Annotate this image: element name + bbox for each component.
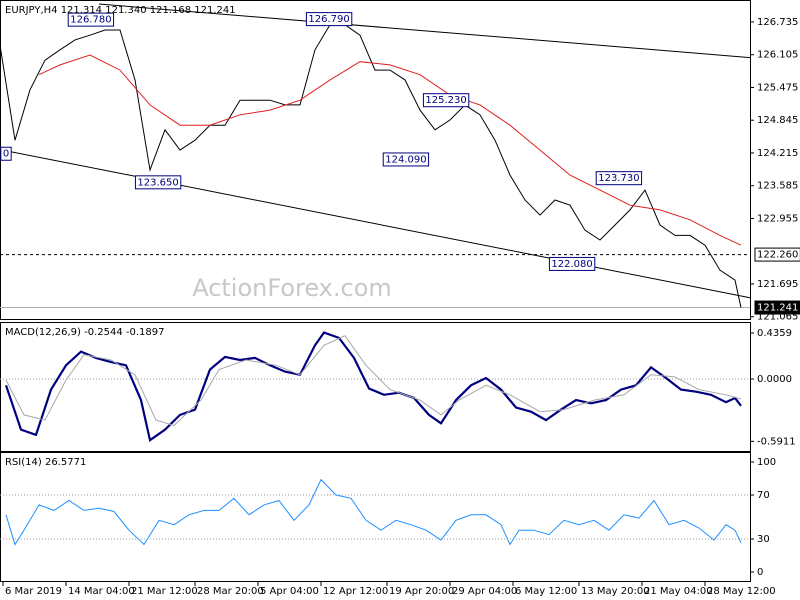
pane-title: EURJPY,H4 121.314 121.340 121.168 121.24… (5, 5, 236, 16)
pane-title: MACD(12,26,9) -0.2544 -0.1897 (5, 327, 165, 338)
y-tick-label: 0 (757, 567, 763, 578)
x-tick-label: 28 Mar 20:00 (197, 586, 264, 597)
trend-line (98, 3, 751, 59)
series-line (0, 24, 742, 308)
y-tick-label: 124.215 (757, 148, 798, 159)
y-tick-label: 0.4359 (757, 328, 792, 339)
y-tick-label: 100 (757, 457, 776, 468)
annotation-box (305, 12, 353, 27)
y-tick-label: 124.845 (757, 115, 798, 126)
pane-title: RSI(14) 26.5771 (5, 457, 86, 468)
y-tick-label: 122.955 (757, 213, 798, 224)
annotation-box (134, 175, 182, 190)
watermark: ActionForex.com (192, 274, 392, 302)
annotation-box (382, 152, 430, 167)
x-tick-label: 6 May 12:00 (515, 586, 577, 597)
annotation-box (0, 146, 12, 161)
annotation-text: 123.650 (137, 177, 178, 188)
series-line (5, 335, 742, 426)
y-tick-label: 126.735 (757, 17, 798, 28)
pane-frame (0, 322, 751, 452)
x-tick-label: 28 May 12:00 (707, 586, 776, 597)
x-tick-label: 29 Apr 04:00 (452, 586, 517, 597)
series-line (5, 478, 742, 546)
x-tick-label: 5 Apr 04:00 (260, 586, 319, 597)
annotation-text: 126.780 (70, 15, 111, 26)
y-tick-label: 121.065 (757, 312, 798, 323)
annotation-text: 124.090 (385, 154, 426, 165)
series-line (38, 54, 742, 246)
annotation-box (548, 256, 596, 271)
x-tick-label: 6 Mar 2019 (5, 586, 62, 597)
x-tick-label: 21 May 04:00 (644, 586, 713, 597)
annotation-text: 0 (3, 149, 9, 160)
trend-line (0, 149, 751, 299)
x-tick-label: 14 Mar 04:00 (68, 586, 135, 597)
y-tick-label: 0.0000 (757, 374, 792, 385)
y-tick-label: 125.475 (757, 82, 798, 93)
annotation-text: 126.790 (308, 14, 349, 25)
x-tick-label: 19 Apr 20:00 (389, 586, 454, 597)
pane-frame (0, 452, 751, 582)
series-line (4, 331, 742, 443)
y-tick-label: 126.105 (757, 50, 798, 61)
y-tick-label: 30 (757, 534, 770, 545)
hline-label-text: 122.260 (757, 250, 798, 261)
annotation-text: 125.230 (425, 95, 466, 106)
hline-label-box (754, 247, 800, 262)
y-tick-label: -0.5911 (757, 436, 796, 447)
x-tick-label: 21 Mar 12:00 (131, 586, 198, 597)
x-tick-label: 13 May 20:00 (581, 586, 650, 597)
x-tick-label: 12 Apr 12:00 (323, 586, 388, 597)
last-price-text: 121.241 (757, 303, 798, 314)
y-tick-label: 123.585 (757, 181, 798, 192)
annotation-text: 123.730 (598, 173, 639, 184)
annotation-text: 122.080 (551, 259, 592, 270)
annotation-box (422, 93, 470, 108)
annotation-box (67, 12, 115, 27)
y-tick-label: 70 (757, 490, 770, 501)
annotation-box (595, 171, 643, 186)
last-price-box (754, 300, 800, 315)
y-tick-label: 121.695 (757, 279, 798, 290)
